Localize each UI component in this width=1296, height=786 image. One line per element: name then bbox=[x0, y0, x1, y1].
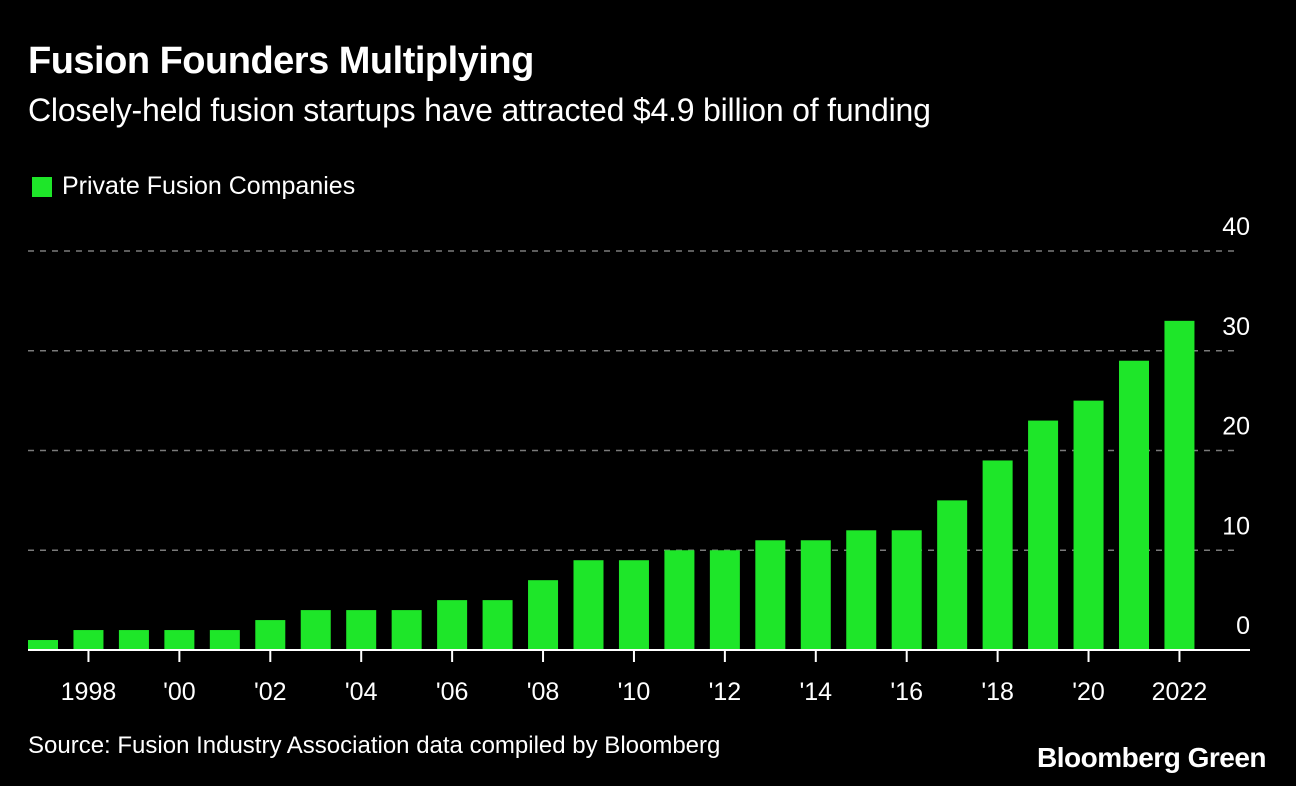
bar bbox=[1118, 360, 1149, 650]
x-tick-label: '04 bbox=[345, 678, 378, 706]
x-tick-label: '14 bbox=[799, 678, 832, 706]
bar bbox=[891, 530, 922, 650]
x-tick-label: '16 bbox=[890, 678, 923, 706]
bar bbox=[937, 500, 968, 650]
bar bbox=[755, 540, 786, 650]
bar bbox=[1028, 420, 1059, 650]
bar bbox=[664, 550, 695, 650]
legend: Private Fusion Companies bbox=[32, 172, 355, 201]
bar bbox=[1164, 320, 1195, 650]
legend-swatch-icon bbox=[32, 176, 52, 197]
bar bbox=[28, 640, 59, 650]
x-tick-label: '08 bbox=[527, 678, 560, 706]
bar bbox=[164, 630, 195, 650]
brand-logo: Bloomberg Green bbox=[1037, 742, 1266, 773]
bar bbox=[800, 540, 831, 650]
y-tick-label: 40 bbox=[1222, 213, 1250, 241]
bars bbox=[28, 320, 1195, 650]
x-axis bbox=[28, 649, 1250, 662]
bar bbox=[73, 630, 104, 650]
x-tick-label: '00 bbox=[163, 678, 196, 706]
x-tick-label: '18 bbox=[981, 678, 1014, 706]
y-tick-label: 0 bbox=[1236, 612, 1250, 640]
x-tick-label: 2022 bbox=[1152, 678, 1208, 706]
bar bbox=[709, 550, 740, 650]
y-tick-label: 20 bbox=[1222, 413, 1250, 441]
bar bbox=[391, 610, 422, 650]
y-axis-labels: 0 10 20 30 40 bbox=[1222, 213, 1250, 640]
bar bbox=[573, 560, 604, 650]
x-tick-label: '12 bbox=[709, 678, 742, 706]
x-tick-label: '20 bbox=[1072, 678, 1105, 706]
bar bbox=[346, 610, 377, 650]
bar bbox=[618, 560, 649, 650]
chart-subtitle: Closely-held fusion startups have attrac… bbox=[28, 92, 931, 128]
y-tick-label: 10 bbox=[1222, 512, 1250, 540]
legend-label: Private Fusion Companies bbox=[62, 172, 356, 200]
x-tick-label: '06 bbox=[436, 678, 469, 706]
x-axis-labels: 1998 '00 '02 '04 '06 '08 '10 '12 '14 '16 '18 '20 202… bbox=[61, 678, 1208, 706]
x-tick-label: '02 bbox=[254, 678, 287, 706]
chart-title: Fusion Founders Multiplying bbox=[28, 40, 534, 82]
bar bbox=[528, 580, 559, 650]
x-tick-label: '10 bbox=[618, 678, 651, 706]
bar bbox=[846, 530, 877, 650]
source-note: Source: Fusion Industry Association data… bbox=[28, 732, 721, 759]
grid-lines bbox=[28, 250, 1240, 551]
bar bbox=[437, 600, 468, 650]
bar bbox=[255, 620, 286, 650]
bar bbox=[118, 630, 149, 650]
x-tick-label: 1998 bbox=[61, 678, 117, 706]
bar bbox=[209, 630, 240, 650]
bar bbox=[982, 460, 1013, 650]
bar bbox=[300, 610, 331, 650]
y-tick-label: 30 bbox=[1222, 313, 1250, 341]
bar bbox=[1073, 400, 1104, 650]
bar bbox=[482, 600, 513, 650]
